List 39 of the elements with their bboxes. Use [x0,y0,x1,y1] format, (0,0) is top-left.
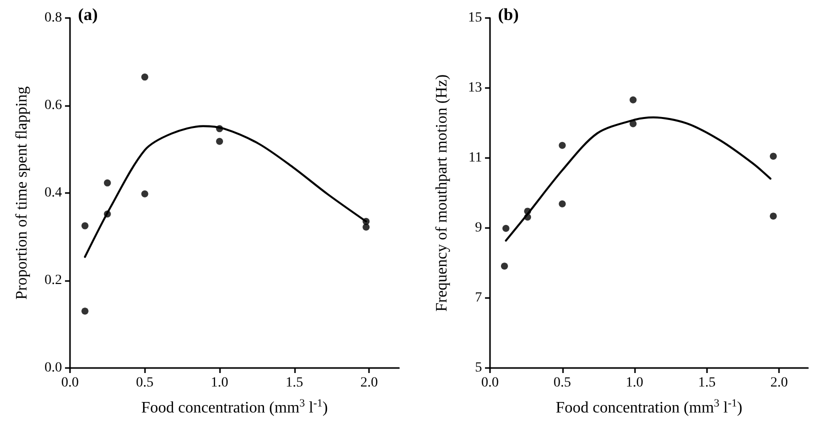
x-tick-label: 1.5 [286,376,304,390]
y-tick-label: 5 [475,360,482,376]
x-tick-label: 1.0 [210,376,228,390]
point [500,262,508,270]
x-tick-label: 1.0 [626,376,644,390]
y-tick-label: 0.2 [44,273,62,288]
point [141,74,148,81]
y-tick-label: 7 [475,290,482,306]
x-tick-label: 0.0 [61,376,79,390]
y-tick-label: 0.0 [44,360,62,376]
point [630,96,637,104]
x-tick-label: 0.5 [554,376,572,390]
point [104,179,111,186]
x-tick-label: 2.0 [770,376,788,390]
x-tick-label: 1.5 [698,376,716,390]
y-tick-label: 9 [475,220,482,236]
point [502,224,510,232]
y-tick-label: 15 [468,10,482,26]
point [770,152,777,160]
y-tick-label: 11 [468,150,482,166]
point [558,200,566,208]
annotation: (b) [498,5,519,24]
x-tick-label: 0.5 [136,376,154,390]
y-tick-label: 13 [468,80,482,96]
y-tick-label: 0.4 [44,186,62,200]
line-series [504,116,772,242]
x-tick-label: 2.0 [360,376,378,390]
y-tick-label: 0.6 [44,98,62,113]
point [362,224,370,231]
y-tick-label: 0.8 [44,10,62,26]
point [770,212,777,220]
y-axis-title: Frequency of mouthpart motion (Hz) [434,74,450,312]
point [558,142,566,149]
point [81,222,88,230]
point [81,308,88,315]
point [141,190,148,198]
y-axis-title: Proportion of time spent flapping [14,86,30,300]
point [216,138,224,145]
annotation: (a) [78,5,98,24]
